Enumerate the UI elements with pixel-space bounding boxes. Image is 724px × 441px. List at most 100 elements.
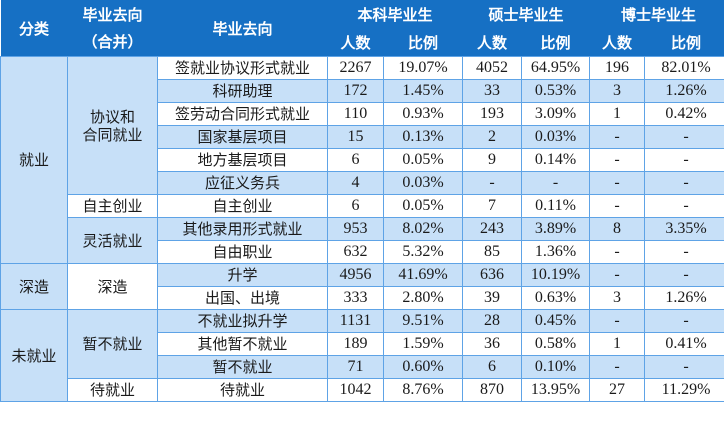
doctor-count: - <box>589 263 646 287</box>
doctor-count: - <box>589 240 646 264</box>
direction-cell: 国家基层项目 <box>157 125 328 149</box>
master-count: 39 <box>462 286 523 310</box>
graduate-destination-table: 分类 毕业去向 （合并） 毕业去向 本科毕业生 硕士毕业生 博士毕业生 人数 比… <box>0 0 724 402</box>
table-row: 待就业 待就业 1042 8.76% 870 13.95% 27 11.29% <box>0 378 724 402</box>
bachelor-ratio: 0.60% <box>382 355 464 379</box>
master-ratio: 13.95% <box>521 378 591 402</box>
bachelor-ratio: 9.51% <box>382 309 464 333</box>
direction-cell: 其他暂不就业 <box>157 332 328 356</box>
bachelor-ratio: 19.07% <box>382 56 464 80</box>
master-count: 7 <box>462 194 523 218</box>
master-ratio: 0.58% <box>521 332 591 356</box>
master-count: 870 <box>462 378 523 402</box>
bachelor-ratio: 0.13% <box>382 125 464 149</box>
master-count: 9 <box>462 148 523 172</box>
master-count: 33 <box>462 79 523 103</box>
header-doctor-ratio: 比例 <box>644 28 724 57</box>
table-row: 未就业 暂不就业 不就业拟升学 1131 9.51% 28 0.45% - - <box>0 309 724 402</box>
doctor-ratio: - <box>644 309 724 333</box>
bachelor-count: 71 <box>327 355 384 379</box>
direction-cell: 出国、出境 <box>157 286 328 310</box>
bachelor-ratio: 0.03% <box>382 171 464 195</box>
table-row: 暂不就业 71 0.60% 6 0.10% - - <box>0 355 724 379</box>
doctor-count: 27 <box>589 378 646 402</box>
master-ratio: 10.19% <box>521 263 591 287</box>
bachelor-count: 333 <box>327 286 384 310</box>
table-row: 灵活就业 其他录用形式就业 953 8.02% 243 3.89% 8 3.35… <box>0 217 724 264</box>
doctor-ratio: 82.01% <box>644 56 724 80</box>
subgroup-self-employed: 自主创业 <box>67 194 158 218</box>
table-row: 应征义务兵 4 0.03% - - - - <box>0 171 724 195</box>
master-ratio: 3.09% <box>521 102 591 126</box>
doctor-count: 1 <box>589 102 646 126</box>
bachelor-count: 110 <box>327 102 384 126</box>
master-ratio: 64.95% <box>521 56 591 80</box>
direction-cell: 其他录用形式就业 <box>157 217 328 241</box>
doctor-count: 3 <box>589 286 646 310</box>
bachelor-count: 632 <box>327 240 384 264</box>
header-direction-merged-line1: 毕业去向 <box>82 6 143 24</box>
doctor-count: 3 <box>589 79 646 103</box>
subgroup-flexible: 灵活就业 <box>67 217 158 264</box>
direction-cell: 待就业 <box>157 378 328 402</box>
table-row: 自主创业 自主创业 6 0.05% 7 0.11% - - <box>0 194 724 218</box>
bachelor-count: 4956 <box>327 263 384 287</box>
bachelor-count: 4 <box>327 171 384 195</box>
doctor-ratio: - <box>644 194 724 218</box>
bachelor-ratio: 0.05% <box>382 194 464 218</box>
header-doctor: 博士毕业生 <box>589 0 724 28</box>
master-ratio: 0.53% <box>521 79 591 103</box>
direction-cell: 暂不就业 <box>157 355 328 379</box>
doctor-ratio: 1.26% <box>644 79 724 103</box>
master-count: 85 <box>462 240 523 264</box>
doctor-ratio: 0.41% <box>644 332 724 356</box>
header-direction-merged: 毕业去向 （合并） <box>67 0 158 57</box>
bachelor-count: 15 <box>327 125 384 149</box>
master-ratio: 0.14% <box>521 148 591 172</box>
header-master: 硕士毕业生 <box>462 0 590 28</box>
bachelor-ratio: 8.76% <box>382 378 464 402</box>
direction-cell: 签劳动合同形式就业 <box>157 102 328 126</box>
master-ratio: 0.03% <box>521 125 591 149</box>
bachelor-count: 2267 <box>327 56 384 80</box>
bachelor-ratio: 0.05% <box>382 148 464 172</box>
header-doctor-count: 人数 <box>589 28 645 57</box>
master-ratio: 0.10% <box>521 355 591 379</box>
direction-cell: 升学 <box>157 263 328 287</box>
doctor-ratio: - <box>644 125 724 149</box>
doctor-count: 196 <box>589 56 646 80</box>
header-bachelor-ratio: 比例 <box>383 28 463 57</box>
doctor-count: 1 <box>589 332 646 356</box>
doctor-count: - <box>589 125 646 149</box>
doctor-ratio: - <box>644 355 724 379</box>
doctor-count: - <box>589 148 646 172</box>
table-row: 科研助理 172 1.45% 33 0.53% 3 1.26% <box>0 79 724 103</box>
master-ratio: 3.89% <box>521 217 591 241</box>
header-master-count: 人数 <box>462 28 522 57</box>
table-body: 就业 协议和 合同就业 签就业协议形式就业 2267 19.07% 4052 6… <box>0 56 724 402</box>
doctor-ratio: 1.26% <box>644 286 724 310</box>
doctor-count: 8 <box>589 217 646 241</box>
bachelor-ratio: 2.80% <box>382 286 464 310</box>
master-ratio: - <box>521 171 591 195</box>
bachelor-count: 1042 <box>327 378 384 402</box>
master-count: 4052 <box>462 56 523 80</box>
bachelor-ratio: 0.93% <box>382 102 464 126</box>
master-count: 193 <box>462 102 523 126</box>
group-further-study: 深造 <box>0 263 68 310</box>
master-count: - <box>462 171 523 195</box>
header-direction: 毕业去向 <box>157 0 328 57</box>
doctor-ratio: - <box>644 263 724 287</box>
master-count: 243 <box>462 217 523 241</box>
doctor-count: - <box>589 309 646 333</box>
bachelor-count: 6 <box>327 194 384 218</box>
subgroup-contract-line2: 合同就业 <box>82 125 143 144</box>
subgroup-further-study: 深造 <box>67 263 158 310</box>
doctor-ratio: - <box>644 148 724 172</box>
bachelor-ratio: 1.45% <box>382 79 464 103</box>
table-row: 就业 协议和 合同就业 签就业协议形式就业 2267 19.07% 4052 6… <box>0 56 724 264</box>
direction-cell: 签就业协议形式就业 <box>157 56 328 80</box>
bachelor-ratio: 8.02% <box>382 217 464 241</box>
doctor-ratio: 3.35% <box>644 217 724 241</box>
header-bachelor: 本科毕业生 <box>327 0 463 28</box>
